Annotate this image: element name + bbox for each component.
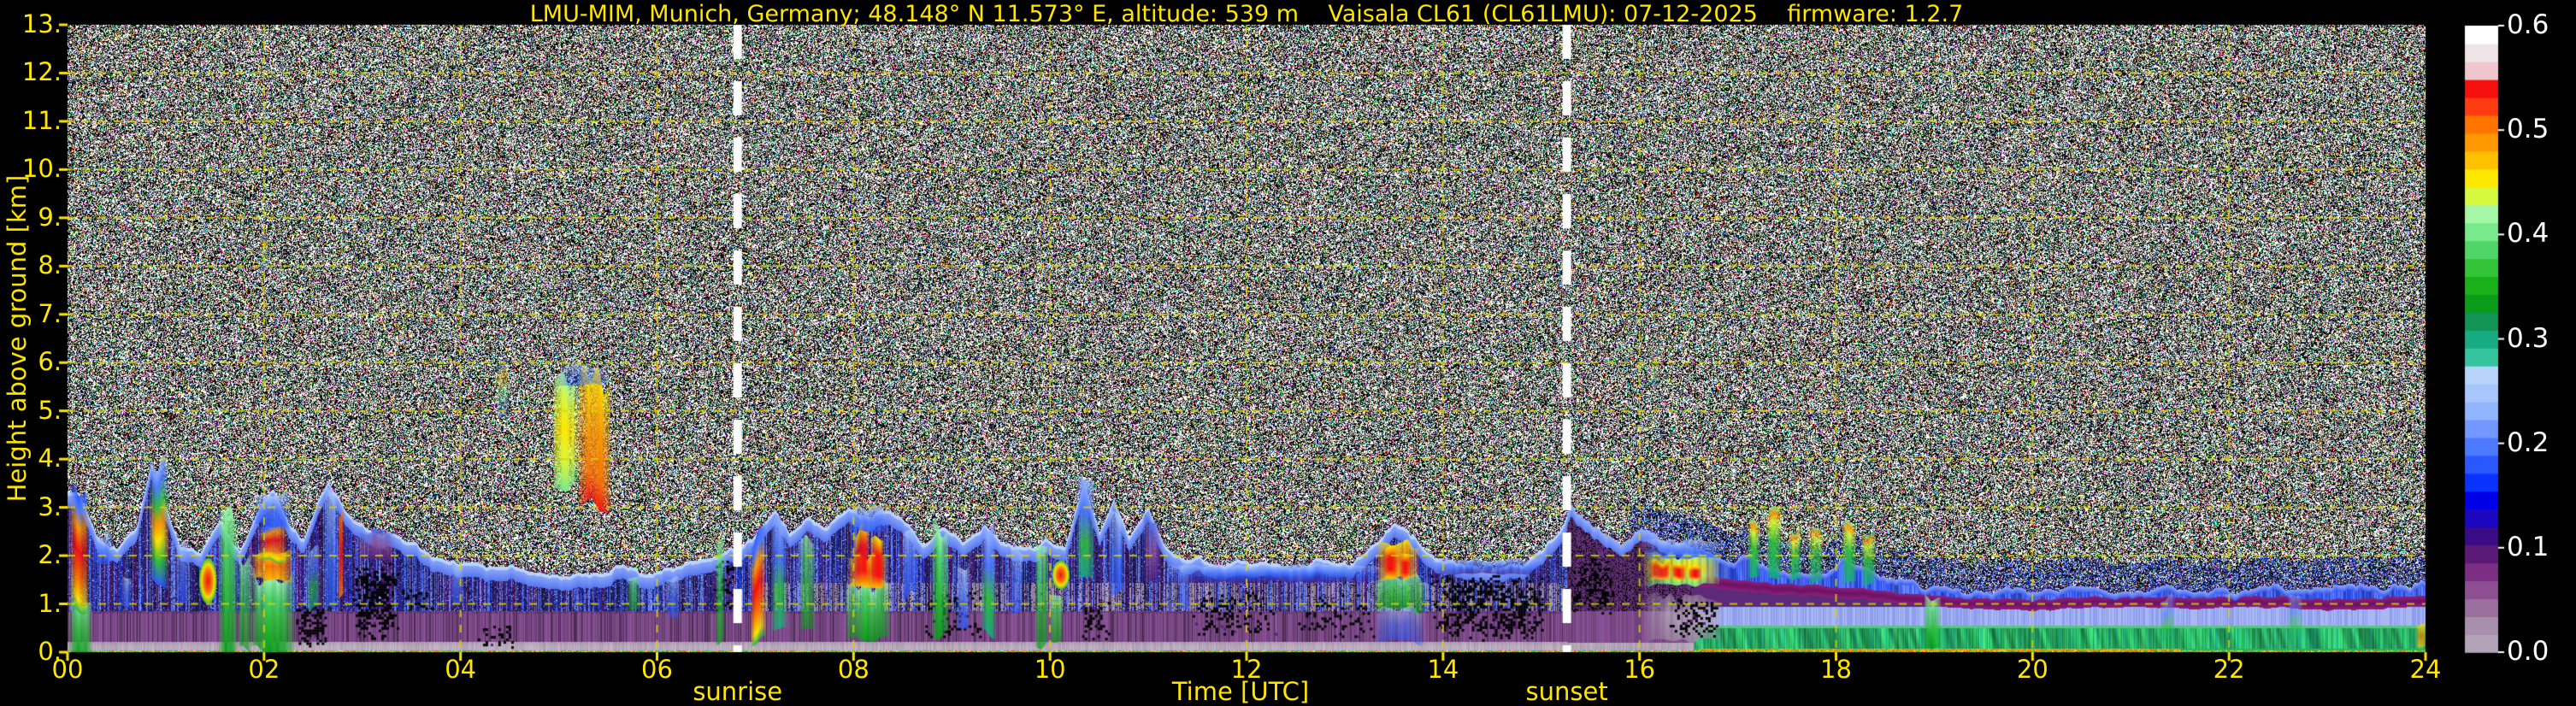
x-tick-label: 16 [1624, 655, 1656, 684]
x-axis-label: Time [UTC] [1171, 677, 1310, 706]
y-tick-label: 3. [38, 491, 62, 521]
x-tick-label: 08 [837, 655, 869, 684]
y-tick-label: 5. [38, 395, 62, 425]
sunset-label: sunset [1525, 677, 1608, 706]
y-tick-label: 0. [38, 637, 62, 666]
y-tick-label: 6. [38, 347, 62, 377]
colorbar-tick-label: 0.6 [2507, 9, 2549, 40]
x-tick-label: 02 [248, 655, 280, 684]
x-tick-label: 06 [641, 655, 673, 684]
x-tick-label: 24 [2409, 655, 2442, 684]
x-tick-label: 14 [1427, 655, 1459, 684]
x-tick-label: 00 [51, 655, 84, 684]
colorbar-tick-label: 0.2 [2507, 427, 2549, 458]
y-tick-label: 11. [21, 105, 62, 135]
y-tick-label: 2. [38, 540, 62, 570]
y-tick-label: 10. [21, 154, 62, 184]
y-tick-label: 9. [38, 202, 62, 232]
x-tick-label: 20 [2016, 655, 2048, 684]
colorbar-tick-label: 0.1 [2507, 531, 2549, 562]
colorbar-tick-label: 0.3 [2507, 322, 2549, 354]
y-tick-label: 13. [21, 9, 62, 38]
colorbar-tick-label: 0.5 [2507, 114, 2549, 145]
sunrise-label: sunrise [693, 677, 783, 706]
x-tick-label: 22 [2213, 655, 2245, 684]
y-tick-label: 8. [38, 250, 62, 280]
colorbar-tick-label: 0.0 [2507, 636, 2549, 667]
x-tick-label: 10 [1034, 655, 1066, 684]
y-tick-label: 1. [38, 588, 62, 618]
x-tick-label: 18 [1820, 655, 1852, 684]
y-tick-label: 4. [38, 444, 62, 474]
plot-title: LMU-MIM, Munich, Germany; 48.148° N 11.5… [529, 1, 1964, 27]
y-tick-label: 12. [21, 57, 62, 87]
y-tick-label: 7. [38, 298, 62, 328]
colorbar-label: volume ldr @ 910.55 nm [0, 0, 15, 706]
x-tick-label: 12 [1230, 655, 1263, 684]
x-tick-label: 04 [445, 655, 477, 684]
colorbar-tick-label: 0.4 [2507, 218, 2549, 250]
